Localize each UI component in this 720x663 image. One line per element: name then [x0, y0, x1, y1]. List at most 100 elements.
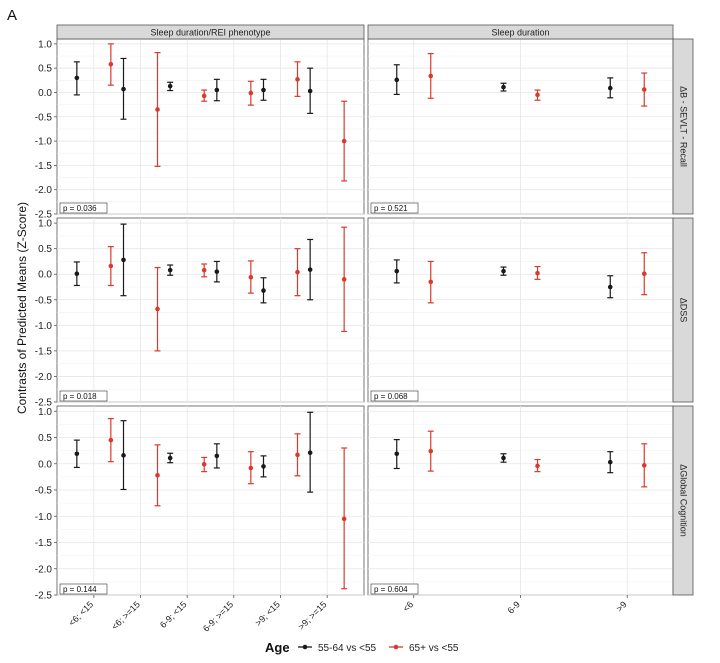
point-marker	[108, 263, 114, 269]
point-marker	[394, 268, 400, 274]
point-65plus	[427, 52, 434, 99]
p-value-box	[59, 583, 108, 595]
legend: Age 55-64 vs <55 65+ vs <55	[265, 640, 459, 655]
point-55-64	[260, 455, 267, 478]
point-65plus	[294, 61, 301, 97]
point-marker	[428, 73, 434, 79]
point-marker	[341, 516, 347, 522]
point-55-64	[393, 259, 400, 284]
y-tick-label: -2.5	[35, 591, 53, 602]
y-tick-label: 0.5	[38, 433, 52, 444]
point-marker	[341, 277, 347, 282]
point-65plus	[534, 89, 541, 101]
p-value-box	[59, 202, 108, 214]
point-marker	[428, 279, 434, 285]
y-tick-label: -1.0	[35, 137, 53, 148]
y-tick-label: 0.5	[38, 64, 52, 75]
row-strip	[672, 405, 694, 596]
point-marker	[501, 84, 506, 90]
point-marker	[74, 451, 80, 457]
point-marker	[201, 267, 207, 273]
y-tick-label: -2.0	[35, 185, 53, 196]
point-marker	[167, 455, 173, 461]
legend-marker	[302, 644, 308, 650]
point-marker	[641, 463, 647, 468]
point-marker	[295, 77, 300, 82]
point-65plus	[107, 246, 114, 287]
y-tick-label: 0.5	[38, 244, 52, 255]
point-65plus	[247, 451, 254, 485]
x-tick-label: 6-9; <15	[158, 599, 189, 630]
point-65plus	[154, 266, 161, 352]
point-marker	[607, 85, 613, 91]
point-marker	[74, 75, 80, 81]
x-tick-label: <6; >=15	[110, 599, 142, 631]
p-value-text: p = 0.036	[63, 204, 97, 213]
point-marker	[307, 88, 313, 94]
point-65plus	[534, 458, 541, 473]
point-65plus	[341, 447, 348, 590]
legend-title: Age	[265, 640, 290, 655]
point-marker	[248, 90, 254, 96]
point-65plus	[641, 443, 648, 488]
y-tick-label: -1.5	[35, 538, 53, 549]
point-55-64	[607, 275, 614, 299]
y-tick-label: -2.5	[35, 398, 53, 409]
legend-marker	[393, 644, 399, 650]
row-strip	[672, 38, 694, 215]
point-55-64	[500, 266, 507, 276]
point-marker	[121, 453, 126, 458]
point-55-64	[120, 57, 127, 120]
point-55-64	[213, 443, 220, 469]
point-55-64	[120, 420, 127, 491]
y-tick-label: 1.0	[38, 39, 52, 50]
point-55-64	[607, 77, 614, 99]
y-tick-label: 1.0	[38, 219, 52, 230]
p-value-label: p = 0.018	[59, 390, 108, 402]
y-tick-label: -0.5	[35, 486, 53, 497]
facet-panel: 1.0 0.5 0.0 -0.5 -1.0 -1.5 -2.0 -2.5 p = 0.144	[35, 405, 365, 602]
x-tick-label: >9; <15	[253, 599, 282, 628]
y-tick-label: 0.0	[38, 270, 52, 281]
y-tick-label: 0.0	[38, 88, 52, 99]
point-marker	[535, 463, 540, 469]
point-marker	[248, 465, 254, 471]
point-65plus	[341, 226, 348, 333]
point-65plus	[154, 52, 161, 167]
point-marker	[307, 450, 313, 456]
p-value-label: p = 0.521	[370, 202, 419, 214]
point-marker	[295, 452, 300, 458]
point-marker	[108, 437, 114, 443]
y-tick-label: -0.5	[35, 112, 53, 123]
facet-panel: p = 0.604	[367, 405, 674, 596]
point-marker	[261, 87, 266, 93]
column-strip-label: Sleep duration	[491, 28, 549, 38]
point-65plus	[534, 265, 541, 280]
facet-panel: 1.0 0.5 0.0 -0.5 -1.0 -1.5 -2.0 -2.5 p = 0.018	[35, 217, 365, 409]
point-55-64	[260, 78, 267, 101]
column-strip	[367, 24, 674, 40]
y-tick-label: -0.5	[35, 295, 53, 306]
point-marker	[341, 138, 347, 144]
y-tick-label: -2.0	[35, 564, 53, 575]
legend-entry: 65+ vs <55	[389, 643, 459, 654]
point-marker	[214, 269, 220, 274]
p-value-box	[370, 202, 419, 214]
p-value-text: p = 0.068	[374, 392, 408, 401]
point-marker	[121, 86, 126, 92]
point-65plus	[427, 430, 434, 472]
point-65plus	[427, 260, 434, 304]
point-65plus	[201, 89, 208, 102]
point-marker	[201, 461, 207, 467]
p-value-text: p = 0.144	[63, 585, 97, 594]
y-tick-label: 0.0	[38, 459, 52, 470]
row-strip-label: ΔB - SEVLT - Recall	[679, 86, 689, 167]
facet-panel: p = 0.521	[367, 38, 674, 215]
p-value-text: p = 0.521	[374, 204, 408, 213]
row-strip-label: ΔDSS	[679, 298, 689, 323]
point-marker	[641, 271, 647, 277]
point-marker	[121, 257, 126, 263]
panel-letter: A	[7, 7, 17, 24]
point-55-64	[167, 81, 174, 92]
legend-entry: 55-64 vs <55	[298, 643, 377, 654]
